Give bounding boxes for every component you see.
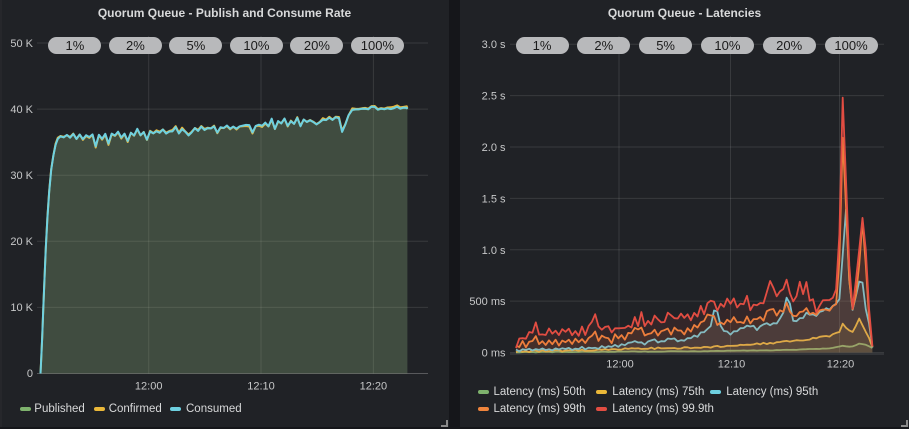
svg-text:2.5 s: 2.5 s [482, 91, 506, 103]
svg-text:12:00: 12:00 [135, 381, 163, 393]
svg-text:12:10: 12:10 [718, 359, 746, 371]
svg-text:500 ms: 500 ms [469, 296, 506, 308]
svg-text:0 ms: 0 ms [482, 348, 506, 360]
svg-text:3.0 s: 3.0 s [482, 39, 506, 51]
svg-text:40 K: 40 K [10, 104, 33, 116]
svg-text:10 K: 10 K [10, 302, 33, 314]
svg-text:2.0 s: 2.0 s [482, 142, 506, 154]
svg-text:30 K: 30 K [10, 170, 33, 182]
svg-text:1.0 s: 1.0 s [482, 245, 506, 257]
svg-text:20 K: 20 K [10, 236, 33, 248]
svg-text:12:20: 12:20 [360, 381, 388, 393]
svg-text:12:10: 12:10 [247, 381, 275, 393]
svg-text:0: 0 [27, 368, 33, 380]
svg-text:1.5 s: 1.5 s [482, 193, 506, 205]
svg-text:50 K: 50 K [10, 38, 33, 50]
svg-text:12:00: 12:00 [606, 359, 634, 371]
svg-text:12:20: 12:20 [827, 359, 855, 371]
